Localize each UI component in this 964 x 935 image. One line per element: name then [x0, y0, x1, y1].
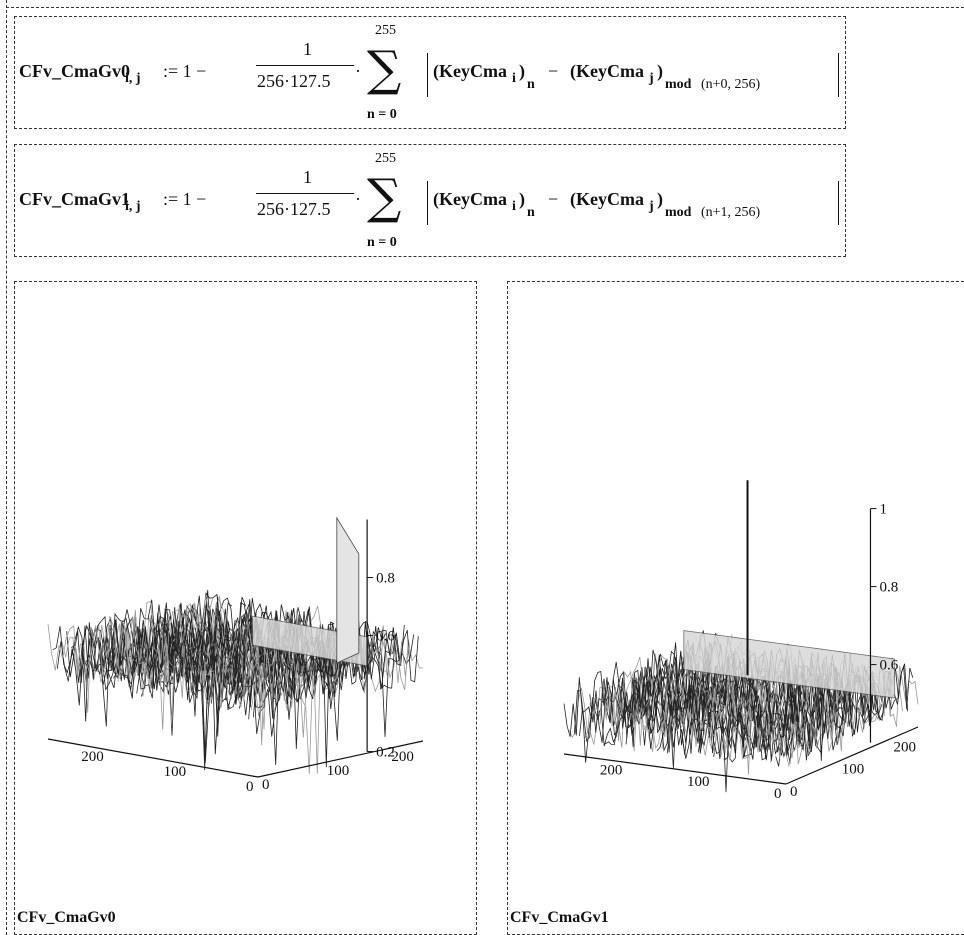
sum-lower-limit: n = 0 [367, 235, 397, 250]
sum-symbol: ∑ [367, 41, 402, 97]
y-axis-line [257, 740, 424, 778]
close-paren-2: ) [657, 61, 663, 81]
close-paren-1: ) [519, 61, 525, 81]
index-n-subscript: n [527, 205, 535, 220]
worksheet-left-border [6, 0, 7, 935]
plot-title: CFv_CmaGv1 [510, 909, 609, 926]
key-term-1-subscript: i [512, 199, 516, 214]
multiply-dot: · [355, 61, 361, 81]
multiply-dot: · [355, 189, 361, 209]
x-tick-label: 0 [246, 779, 254, 795]
surface-mesh-line [61, 594, 228, 713]
key-term-1: (KeyCma [433, 61, 507, 81]
x-tick-label: 200 [600, 762, 623, 778]
z-tick-label: 0.2 [376, 745, 395, 761]
y-tick-label: 0 [262, 777, 270, 793]
formula-lhs: CFv_CmaGv0 [19, 61, 130, 81]
formula-region-1[interactable]: CFv_CmaGv1 i, j := 1 − 1 256·127.5 · 255… [14, 144, 846, 257]
key-term-2-subscript: j [649, 199, 654, 214]
surface-plot-1[interactable]: 200 100 0 0 100 200 0.6 0.8 1 [508, 282, 963, 902]
key-term-1-subscript: i [512, 71, 516, 86]
surface-ridge [683, 630, 896, 699]
surface-mesh-line [169, 621, 335, 701]
y-tick-label: 200 [391, 749, 414, 765]
surface-mesh-line [52, 595, 219, 722]
surface-peak [336, 516, 360, 664]
fraction-denominator: 256·127.5 [257, 71, 331, 91]
key-term-2: (KeyCma [570, 189, 644, 209]
sum-upper-limit: 255 [375, 23, 396, 38]
abs-bar-left [427, 181, 428, 225]
z-tick-label: 1 [879, 502, 887, 518]
plot-title: CFv_CmaGv0 [17, 909, 116, 926]
y-axis-line [785, 726, 919, 785]
formula-assign: := 1 − [163, 189, 207, 209]
z-tick-label: 0.6 [879, 658, 898, 674]
index-n-subscript: n [527, 77, 535, 92]
key-term-1: (KeyCma [433, 189, 507, 209]
sum-lower-limit: n = 0 [367, 107, 397, 122]
mod-operator: mod [665, 205, 692, 220]
x-axis-line [47, 738, 259, 778]
x-axis-line [563, 753, 787, 785]
abs-bar-right [838, 181, 839, 225]
formula-lhs-subscript: i, j [125, 71, 141, 86]
formula-assign: := 1 − [163, 61, 207, 81]
x-tick-label: 0 [774, 786, 782, 802]
formula-lhs: CFv_CmaGv1 [19, 189, 130, 209]
x-tick-label: 100 [687, 774, 710, 790]
x-tick-label: 200 [81, 749, 104, 765]
plot-region-1[interactable]: 200 100 0 0 100 200 0.6 0.8 1 CFv_CmaGv1 [507, 281, 964, 935]
mod-arguments: (n+0, 256) [701, 77, 761, 92]
fraction-numerator: 1 [303, 167, 312, 187]
worksheet-top-border [6, 7, 964, 8]
close-paren-1: ) [519, 189, 525, 209]
key-term-2: (KeyCma [570, 61, 644, 81]
minus-sign: − [548, 61, 559, 81]
y-tick-label: 100 [327, 763, 350, 779]
close-paren-2: ) [657, 189, 663, 209]
minus-sign: − [548, 189, 559, 209]
z-tick-label: 0.8 [879, 580, 898, 596]
y-tick-label: 200 [894, 739, 917, 755]
plot-region-0[interactable]: 200 100 0 0 100 200 0.2 0.6 0.8 CFv_CmaGv0 [14, 281, 477, 935]
fraction-denominator: 256·127.5 [257, 199, 331, 219]
abs-bar-left [427, 53, 428, 97]
fraction-bar [256, 193, 354, 194]
mod-arguments: (n+1, 256) [701, 205, 761, 220]
y-tick-label: 0 [790, 784, 798, 800]
surface-mesh-line [75, 598, 242, 725]
surface-mesh-line [672, 656, 805, 755]
surface-mesh-line [56, 590, 223, 706]
surface-mesh-line [47, 596, 214, 683]
surface-mesh-line [563, 649, 697, 737]
sum-symbol: ∑ [367, 169, 402, 225]
sum-upper-limit: 255 [375, 151, 396, 166]
x-tick-label: 100 [164, 764, 187, 780]
fraction-bar [256, 65, 354, 66]
abs-bar-right [838, 53, 839, 97]
fraction-numerator: 1 [303, 39, 312, 59]
y-tick-label: 100 [842, 762, 865, 778]
formula-region-0[interactable]: CFv_CmaGv0 i, j := 1 − 1 256·127.5 · 255… [14, 16, 846, 129]
z-tick-label: 0.6 [376, 629, 395, 645]
formula-lhs-subscript: i, j [125, 199, 141, 214]
mod-operator: mod [665, 77, 692, 92]
key-term-2-subscript: j [649, 71, 654, 86]
z-tick-label: 0.8 [376, 571, 395, 587]
surface-mesh-line [718, 652, 852, 761]
